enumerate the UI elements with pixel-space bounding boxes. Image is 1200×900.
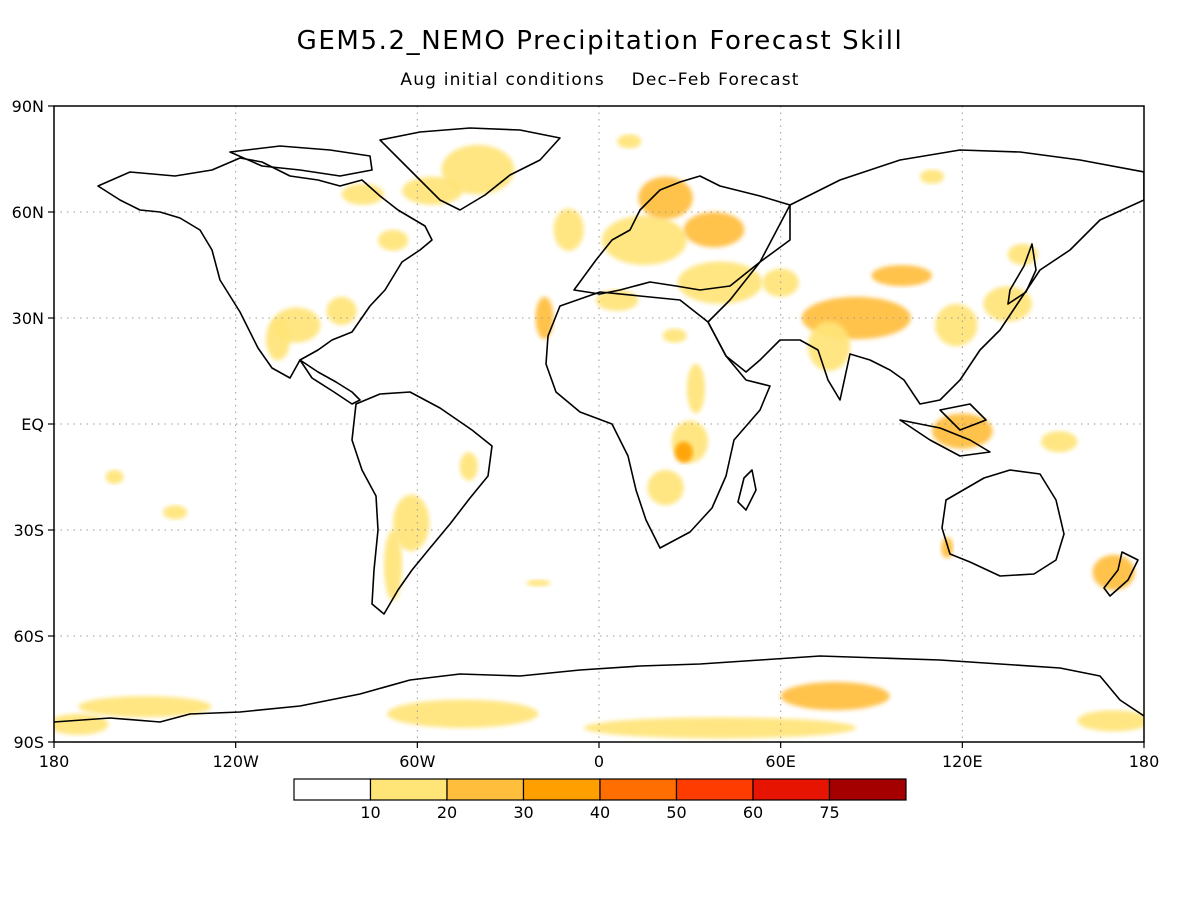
lon-tick-label-0: 180 <box>39 752 70 771</box>
skill-region-37 <box>54 713 109 735</box>
skill-region-6 <box>326 296 357 326</box>
coastline-asia <box>707 149 1144 405</box>
skill-region-17 <box>677 261 763 304</box>
colorbar-swatch-3 <box>522 778 601 801</box>
colorbar-label-1: 20 <box>437 803 457 822</box>
coastline-africa <box>545 291 771 549</box>
coastline-antarctica <box>54 655 1144 723</box>
skill-region-10 <box>384 530 403 601</box>
skill-region-43 <box>617 134 642 149</box>
coastline-south-america <box>351 391 493 615</box>
skill-region-23 <box>674 441 693 463</box>
coastline-new-zealand <box>1103 551 1139 597</box>
skill-region-41 <box>1077 710 1144 732</box>
coastline-europe <box>573 175 791 295</box>
skill-shading-layer <box>54 134 1144 739</box>
skill-region-0 <box>441 144 515 195</box>
skill-region-15 <box>638 176 693 220</box>
colorbar-swatch-2 <box>446 778 525 801</box>
forecast-period-label: Dec–Feb Forecast <box>631 70 800 90</box>
skill-region-16 <box>683 212 745 248</box>
map-title: GEM5.2_NEMO Precipitation Forecast Skill <box>296 26 904 56</box>
coastline-north-america <box>97 157 433 379</box>
lat-tick-label-6: 90S <box>13 733 44 752</box>
coastline-japan <box>1007 243 1037 305</box>
colorbar-label-5: 60 <box>743 803 763 822</box>
skill-region-1 <box>402 176 463 205</box>
skill-region-24 <box>647 469 684 506</box>
skill-region-13 <box>553 208 584 251</box>
skill-region-5 <box>265 318 291 361</box>
coastline-arctic-islands <box>229 145 373 177</box>
lat-tick-label-3: EQ <box>21 415 44 434</box>
colorbar-label-0: 10 <box>360 803 380 822</box>
skill-region-21 <box>686 363 705 414</box>
colorbar-label-2: 30 <box>513 803 533 822</box>
skill-region-36 <box>78 696 212 718</box>
skill-region-8 <box>163 505 188 520</box>
coastline-central-america <box>299 359 361 405</box>
lat-tick-label-2: 30N <box>12 309 44 328</box>
skill-region-11 <box>459 452 478 481</box>
skill-region-19 <box>535 296 554 340</box>
colorbar-label-3: 40 <box>590 803 610 822</box>
coastline-maritime-continent <box>899 403 991 457</box>
lon-tick-label-6: 180 <box>1129 752 1160 771</box>
coastline-australia <box>941 469 1065 577</box>
axis-ticks: 180 120W 60W 0 60E 120E 180 90N 60N 30N EQ 30S 60S 90… <box>12 97 1160 771</box>
colorbar: 10 20 30 40 50 60 75 <box>293 778 907 822</box>
skill-region-27 <box>807 321 851 371</box>
skill-region-2 <box>341 183 385 205</box>
lat-tick-label-0: 90N <box>12 97 44 116</box>
coastline-madagascar <box>737 469 757 511</box>
skill-region-39 <box>780 681 890 711</box>
colorbar-swatch-0 <box>293 778 372 801</box>
skill-region-7 <box>105 469 124 485</box>
skill-region-29 <box>935 303 978 347</box>
initial-conditions-label: Aug initial conditions <box>400 70 605 90</box>
skill-region-38 <box>387 699 539 728</box>
colorbar-label-6: 75 <box>819 803 839 822</box>
lon-tick-label-2: 60W <box>399 752 435 771</box>
lat-tick-label-5: 60S <box>13 627 44 646</box>
skill-region-33 <box>1041 431 1078 453</box>
skill-region-40 <box>583 717 857 739</box>
colorbar-swatch-7 <box>828 778 907 801</box>
map-subtitle: Aug initial conditions Dec–Feb Forecast <box>0 70 1200 90</box>
colorbar-swatch-1 <box>369 778 448 801</box>
lon-tick-label-3: 0 <box>594 752 604 771</box>
colorbar-swatch-4 <box>599 778 678 801</box>
skill-region-42 <box>919 169 945 184</box>
lat-tick-label-4: 30S <box>13 521 44 540</box>
lon-tick-label-1: 120W <box>212 752 259 771</box>
coastlines <box>54 127 1144 723</box>
skill-region-28 <box>871 265 933 287</box>
skill-region-12 <box>526 579 551 587</box>
colorbar-label-4: 50 <box>666 803 686 822</box>
lon-tick-label-4: 60E <box>765 752 795 771</box>
skill-region-9 <box>393 494 430 552</box>
lat-tick-label-1: 60N <box>12 203 44 222</box>
colorbar-swatch-6 <box>752 778 831 801</box>
skill-region-35 <box>1092 554 1135 591</box>
skill-region-20 <box>662 328 687 343</box>
colorbar-swatch-5 <box>675 778 754 801</box>
skill-region-14 <box>602 215 687 265</box>
coastline-greenland <box>379 127 561 211</box>
skill-region-3 <box>377 229 409 251</box>
lon-tick-label-5: 120E <box>942 752 983 771</box>
